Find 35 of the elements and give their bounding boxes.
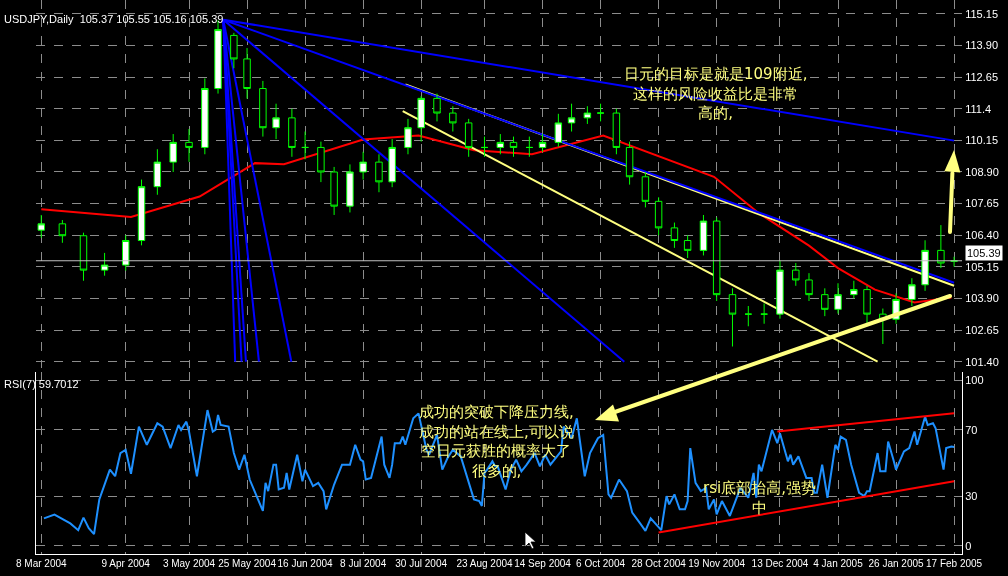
ref-line-label: 105.39 — [967, 247, 1001, 259]
x-tick-label: 19 Nov 2004 — [688, 558, 746, 569]
x-tick-label: 6 Oct 2004 — [576, 558, 626, 569]
y-tick-label: 102.65 — [965, 323, 999, 336]
y-tick-label: 113.90 — [965, 39, 999, 52]
x-tick-label: 26 Jan 2005 — [868, 558, 925, 569]
y-tick-label: 110.15 — [965, 134, 999, 147]
x-tick-label: 14 Sep 2004 — [514, 558, 572, 569]
x-tick-label: 28 Oct 2004 — [631, 558, 687, 569]
x-tick-label: 25 May 2004 — [218, 558, 277, 569]
x-tick-label: 17 Feb 2005 — [926, 558, 983, 569]
text: RSI(7) 59.7012 — [4, 377, 79, 390]
y-tick-label: 108.90 — [965, 165, 999, 178]
x-tick-label: 13 Dec 2004 — [751, 558, 809, 569]
y-tick-label: 0 — [965, 539, 972, 552]
y-tick-label: 107.65 — [965, 197, 999, 210]
x-tick-label: 9 Apr 2004 — [101, 558, 151, 569]
y-tick-label: 101.40 — [965, 355, 999, 368]
y-tick-label: 105.15 — [965, 260, 999, 273]
y-tick-label: 70 — [965, 423, 978, 436]
x-tick-label: 8 Mar 2004 — [15, 558, 68, 569]
x-tick-label: 30 Jul 2004 — [395, 558, 448, 569]
y-tick-label: 106.40 — [965, 229, 999, 242]
text: USDJPY,Daily 105.37 105.55 105.16 105.39 — [4, 12, 224, 25]
y-tick-label: 30 — [965, 489, 978, 502]
x-tick-label: 8 Jul 2004 — [340, 558, 387, 569]
y-tick-label: 100 — [965, 374, 984, 387]
x-tick-label: 23 Aug 2004 — [456, 558, 514, 569]
x-tick-label: 16 Jun 2004 — [277, 558, 334, 569]
x-tick-label: 3 May 2004 — [162, 558, 216, 569]
y-tick-label: 111.4 — [965, 102, 992, 115]
y-tick-label: 112.65 — [965, 70, 999, 83]
y-tick-label: 103.90 — [965, 292, 999, 305]
x-tick-label: 4 Jan 2005 — [813, 558, 864, 569]
y-tick-label: 115.15 — [965, 7, 999, 20]
